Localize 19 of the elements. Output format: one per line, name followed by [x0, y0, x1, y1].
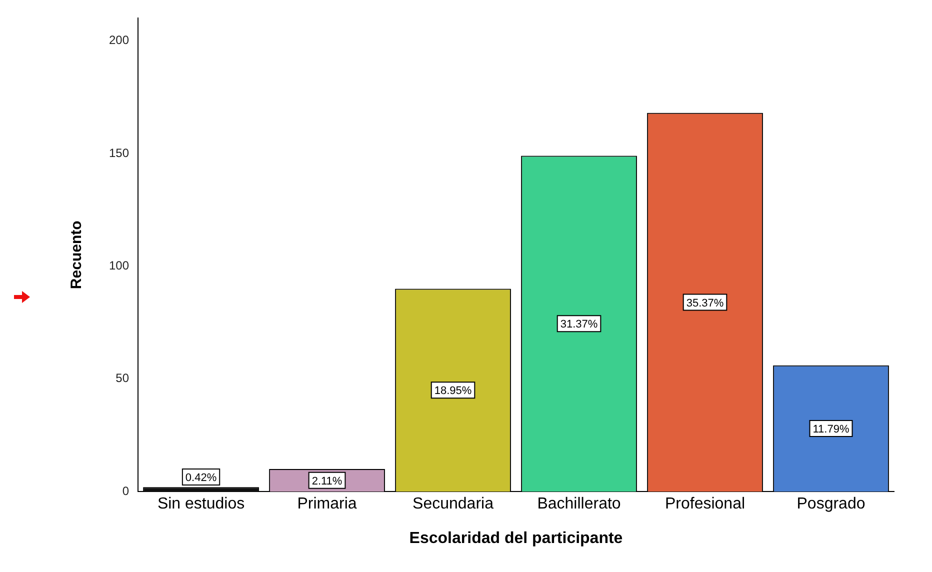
y-tick-label: 50 — [116, 371, 130, 386]
x-tick-label: Posgrado — [796, 496, 866, 513]
x-tick-label: Sin estudios — [157, 496, 245, 513]
x-tick-label: Profesional — [664, 496, 746, 513]
y-tick-label: 200 — [108, 33, 130, 48]
annotation: 0.42% — [185, 472, 217, 484]
x-axis-title: Escolaridad del participante — [409, 530, 623, 547]
annotation: 2.11% — [312, 475, 342, 488]
annotation: 35.37% — [686, 297, 724, 310]
y-tick-label: 0 — [122, 484, 130, 498]
annotation: 11.79% — [812, 424, 850, 436]
y-tick-label: 100 — [108, 258, 130, 272]
y-axis-title: Recuento — [68, 220, 86, 290]
annotation: 18.95% — [434, 385, 472, 398]
x-tick-label: Primaria — [297, 496, 357, 513]
y-tick-label: 150 — [108, 146, 130, 160]
x-tick-label: Secundaria — [412, 496, 494, 513]
x-tick-label: Bachillerato — [537, 496, 621, 513]
annotation: 31.37% — [560, 318, 598, 331]
